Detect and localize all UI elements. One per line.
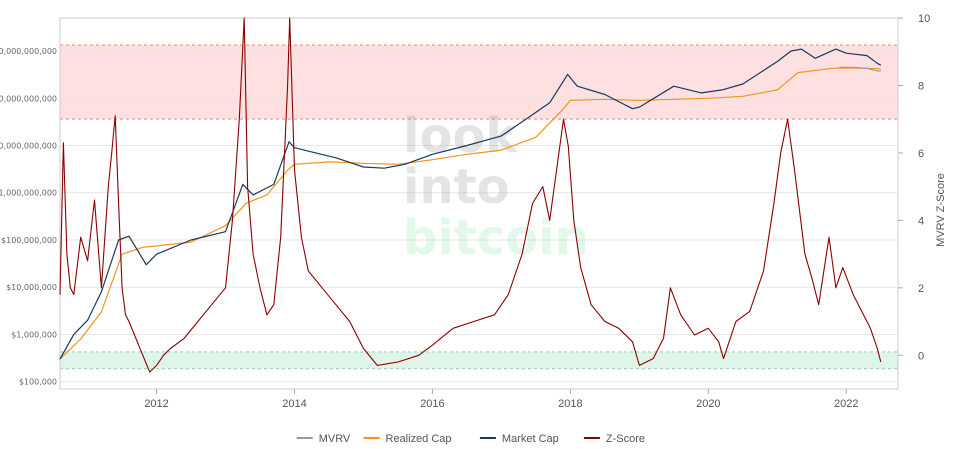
legend-item-mvrv[interactable]: MVRV	[296, 433, 351, 445]
series-line-z-score	[59, 17, 882, 373]
right-tick-label: 2	[918, 283, 924, 295]
left-tick-label: $100,000,000,000	[0, 94, 57, 103]
right-tick-label: 0	[918, 350, 924, 362]
x-tick-label: 2016	[420, 398, 444, 410]
left-tick-label: $10,000,000	[6, 283, 57, 292]
right-tick-label: 4	[918, 215, 924, 227]
legend[interactable]: MVRV Realized Cap Market Cap Z-Score	[296, 433, 645, 445]
left-tick-label: $100,000	[19, 378, 57, 387]
zone-layer	[60, 44, 898, 370]
x-axis-ticks: 2012 2014 2016 2018 2020 2022	[144, 389, 859, 410]
left-tick-label: $1,000,000	[11, 330, 57, 339]
legend-label: MVRV	[319, 433, 351, 445]
svg-text:bitcoin: bitcoin	[403, 210, 589, 266]
left-tick-label: $100,000,000	[1, 236, 57, 245]
x-tick-label: 2018	[558, 398, 582, 410]
left-axis-ticks: $100,000 $1,000,000 $10,000,000 $100,000,00…	[0, 47, 57, 387]
legend-item-market-cap[interactable]: Market Cap	[479, 433, 559, 445]
series-layer	[59, 17, 882, 373]
plot-frame	[59, 17, 899, 390]
right-axis-ticks: 0 2 4 6 8 10	[898, 13, 930, 362]
legend-label: Market Cap	[502, 433, 559, 445]
series-line-mvrv	[839, 66, 881, 72]
left-tick-label: $10,000,000,000	[0, 141, 57, 150]
zone-undervalued	[60, 351, 898, 369]
left-tick-label: $1,000,000,000	[0, 189, 57, 198]
legend-label: Z-Score	[606, 433, 645, 445]
right-tick-label: 6	[918, 148, 924, 160]
right-tick-label: 8	[918, 80, 924, 92]
series-line-market-cap	[59, 48, 882, 360]
x-tick-label: 2022	[834, 398, 858, 410]
legend-item-z-score[interactable]: Z-Score	[583, 433, 645, 445]
x-tick-label: 2012	[144, 398, 168, 410]
legend-label: Realized Cap	[386, 433, 452, 445]
watermark-logo: look into bitcoin	[403, 108, 589, 266]
right-axis-title: MVRV Z-Score	[935, 173, 947, 247]
zone-overvalued	[60, 44, 898, 120]
x-tick-label: 2014	[282, 398, 306, 410]
x-tick-label: 2020	[696, 398, 720, 410]
svg-text:into: into	[403, 159, 510, 215]
right-tick-label: 10	[918, 13, 930, 25]
left-tick-label: $1,000,000,000,000	[0, 47, 57, 56]
grid-layer	[59, 17, 899, 390]
legend-item-realized-cap[interactable]: Realized Cap	[363, 433, 452, 445]
series-line-realized-cap	[59, 67, 881, 360]
